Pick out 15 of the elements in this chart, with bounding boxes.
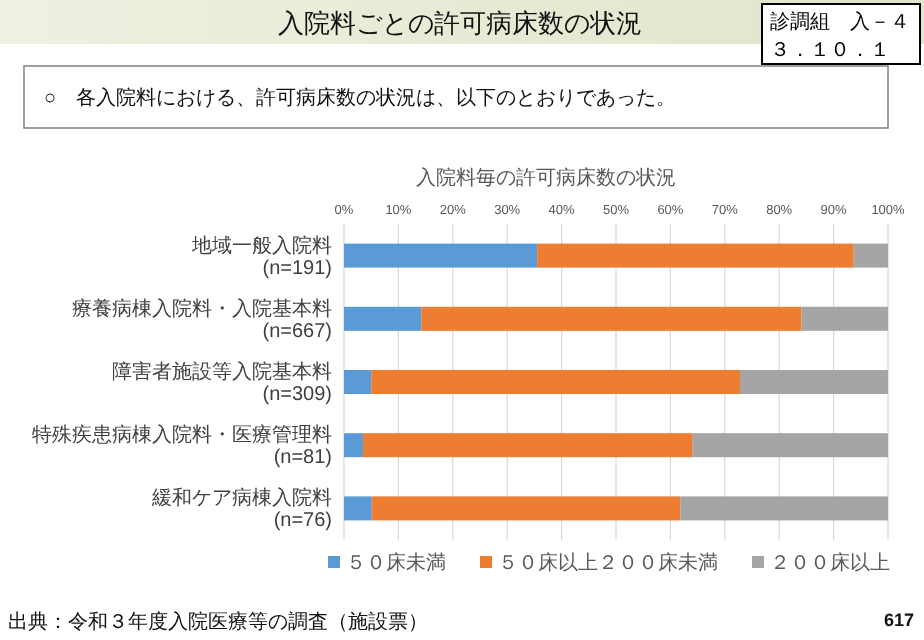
legend-label: ５０床以上２００床未満 [498, 551, 718, 575]
y-tick-label: 療養病棟入院料・入院基本料(n=667) [72, 296, 332, 343]
y-tick-label: 障害者施設等入院基本料(n=309) [112, 360, 332, 406]
text: 入院料ごとの許可病床数の状況 [278, 8, 642, 38]
legend-label: ５０床未満 [346, 551, 446, 575]
chart-title: 入院料毎の許可病床数の状況 [416, 166, 676, 190]
legend-label: ２００床以上 [770, 551, 890, 575]
text: 617 [883, 610, 914, 630]
y-tick-label: 緩和ケア病棟入院料(n=76) [150, 486, 332, 533]
y-tick-label: 地域一般入院料(n=191) [190, 233, 332, 280]
text: ３．１０．１ [770, 40, 890, 62]
source-note: 出典：令和３年度入院医療等の調査（施設票） [8, 610, 428, 634]
text: 診調組 入－４ [770, 10, 910, 34]
text: ○ 各入院料における、許可病床数の状況は、以下のとおりであった。 [44, 86, 677, 110]
y-tick-label: 特殊疾患病棟入院料・医療管理料(n=81) [32, 423, 332, 470]
